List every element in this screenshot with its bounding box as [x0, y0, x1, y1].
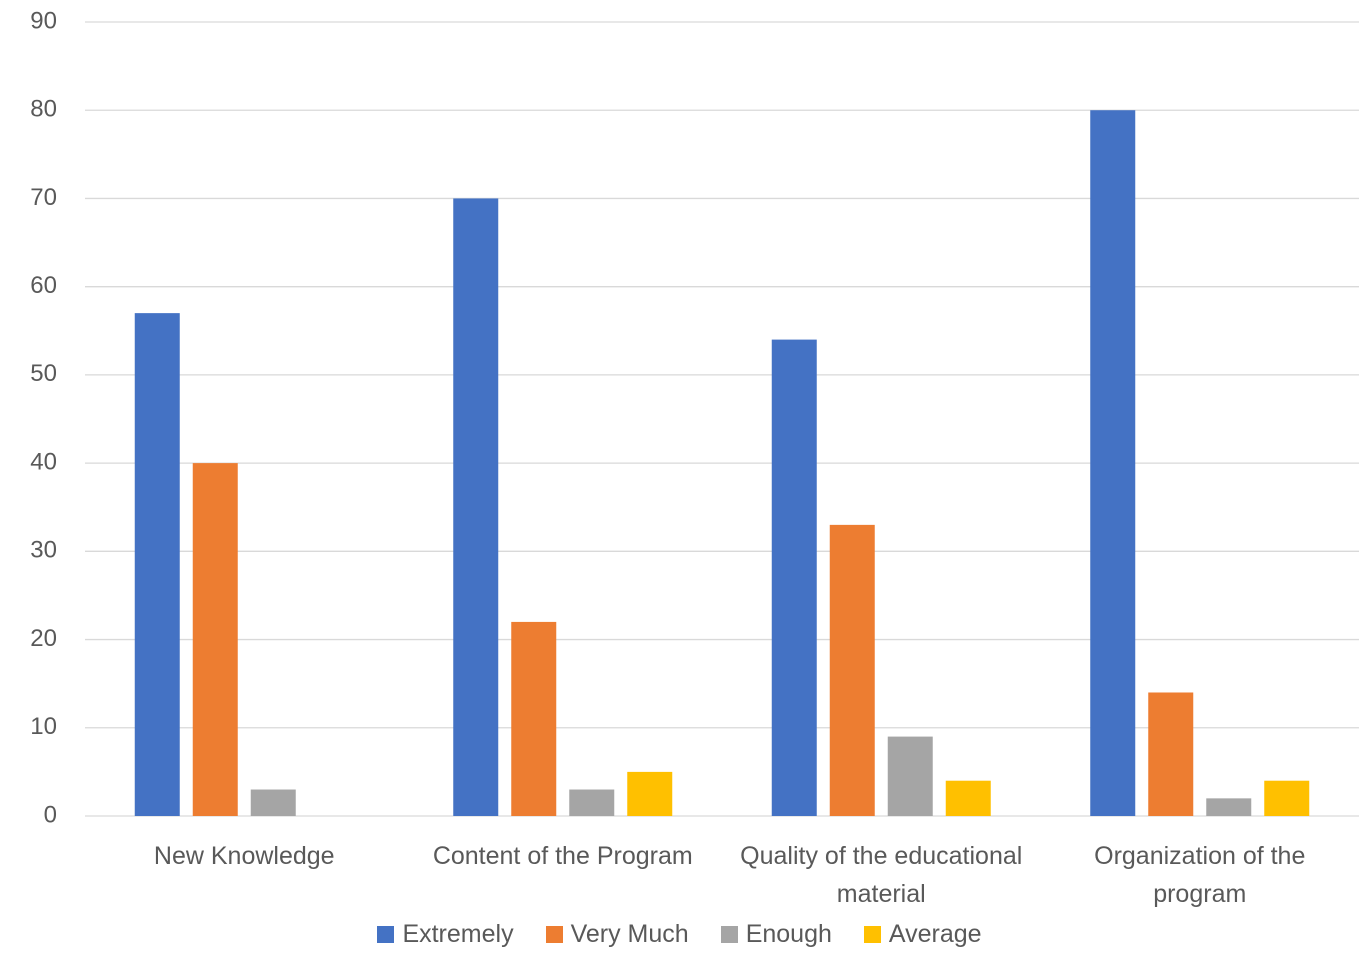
bar	[1090, 110, 1136, 816]
bar	[771, 339, 817, 816]
legend-item: Average	[863, 920, 982, 949]
bar	[453, 198, 499, 816]
bar	[1148, 692, 1194, 816]
y-tick-label: 50	[30, 360, 57, 387]
bar	[627, 771, 673, 816]
y-tick-label: 60	[30, 272, 57, 299]
y-tick-label: 10	[30, 713, 57, 740]
x-tick-label: Quality of the educational material	[740, 842, 1023, 908]
legend-label: Extremely	[402, 920, 514, 948]
y-tick-label: 80	[30, 96, 57, 123]
legend-item: Extremely	[377, 920, 514, 949]
x-tick-label: New Knowledge	[153, 842, 335, 870]
legend-item: Very Much	[545, 920, 689, 949]
bar	[1264, 780, 1310, 816]
legend-swatch	[720, 926, 738, 943]
bar	[192, 463, 238, 816]
bar	[569, 789, 615, 816]
y-tick-label: 30	[30, 537, 57, 564]
legend-swatch	[545, 926, 563, 943]
legend: Extremely Very Much Enough Average	[0, 920, 1359, 949]
y-tick-label: 20	[30, 625, 57, 652]
bar	[250, 789, 296, 816]
x-tick-label: Content of the Program	[432, 842, 693, 870]
x-tick-label: Organization of the program	[1094, 842, 1306, 908]
bar	[887, 736, 933, 816]
legend-swatch	[863, 926, 881, 943]
legend-item: Enough	[720, 920, 832, 949]
legend-label: Enough	[745, 920, 832, 948]
y-tick-label: 0	[44, 801, 57, 828]
bar	[945, 780, 991, 816]
bar	[511, 621, 557, 816]
bar	[829, 524, 875, 816]
y-tick-label: 90	[30, 7, 57, 34]
y-tick-label: 70	[30, 184, 57, 211]
bar	[134, 313, 180, 816]
legend-swatch	[377, 926, 395, 943]
y-tick-label: 40	[30, 448, 57, 475]
legend-label: Very Much	[570, 920, 689, 948]
legend-label: Average	[888, 920, 982, 948]
bar	[1206, 798, 1252, 816]
